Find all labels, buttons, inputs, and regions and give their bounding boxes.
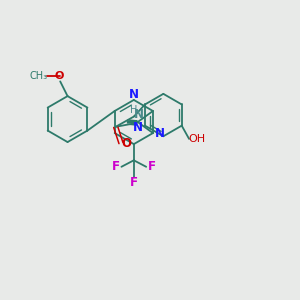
Text: H: H <box>130 105 137 115</box>
Text: N: N <box>154 127 164 140</box>
Text: F: F <box>130 176 138 189</box>
Text: N: N <box>129 88 139 101</box>
Text: N: N <box>134 108 144 121</box>
Text: F: F <box>112 160 120 173</box>
Text: O: O <box>122 136 132 149</box>
Text: N: N <box>133 121 143 134</box>
Text: O: O <box>55 70 64 80</box>
Text: F: F <box>148 160 155 173</box>
Text: CH₃: CH₃ <box>29 70 47 80</box>
Text: OH: OH <box>189 134 206 144</box>
